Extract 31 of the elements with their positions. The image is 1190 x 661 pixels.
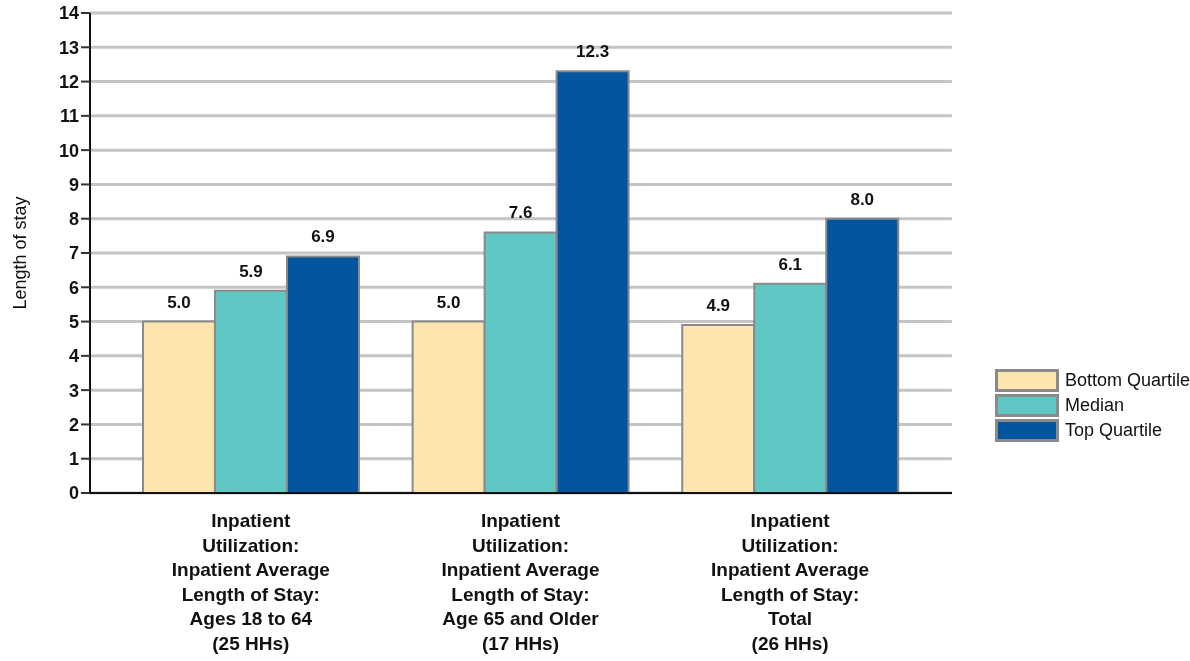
data-label: 5.0	[436, 292, 461, 312]
legend-label: Median	[1064, 395, 1124, 416]
y-tick-label: 9	[68, 174, 79, 195]
y-tick-label: 11	[59, 106, 79, 127]
data-label: 7.6	[508, 203, 533, 223]
y-tick-label: 13	[58, 37, 79, 58]
legend-label: Top Quartile	[1064, 420, 1162, 441]
x-tick-label: Inpatient Utilization: Inpatient Average Length of Stay: Ages 18 to 64 (25 HHs)	[171, 510, 330, 654]
y-tick-label: 7	[68, 243, 79, 264]
x-tick-label: Inpatient Utilization: Inpatient Average Length of Stay: Age 65 and Older (17 HHs)	[441, 510, 600, 654]
y-tick-label: 5	[68, 311, 79, 332]
y-tick-label: 1	[68, 449, 79, 470]
y-tick-label: 12	[58, 71, 79, 92]
data-label: 8.0	[850, 189, 875, 209]
data-label: 5.0	[167, 292, 191, 312]
data-label: 5.9	[239, 261, 263, 281]
y-tick-label: 4	[68, 346, 79, 367]
y-tick-label: 3	[68, 380, 79, 401]
y-tick-label: 10	[58, 140, 79, 161]
y-tick-label: 2	[68, 414, 79, 435]
legend-label: Bottom Quartile	[1064, 370, 1190, 391]
y-tick-label: 8	[68, 209, 79, 230]
y-tick-label: 0	[68, 483, 79, 504]
data-label: 6.1	[778, 254, 803, 274]
y-tick-label: 6	[68, 277, 79, 298]
y-tick-label: 14	[58, 3, 79, 24]
data-label: 6.9	[311, 227, 335, 247]
x-tick-label: Inpatient Utilization: Inpatient Average Length of Stay: Total (26 HHs)	[711, 510, 870, 654]
data-label: 4.9	[706, 296, 731, 315]
data-label: 12.3	[576, 42, 610, 62]
y-axis-title: Length of stay	[10, 196, 30, 310]
